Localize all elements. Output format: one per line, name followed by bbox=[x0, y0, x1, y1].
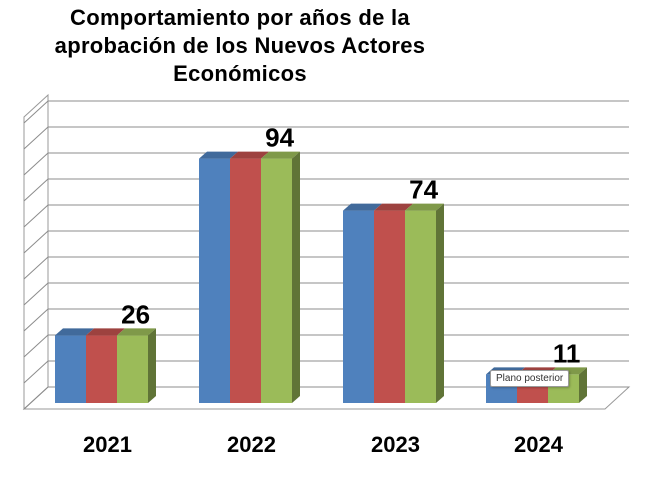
gridline bbox=[23, 256, 629, 280]
bar-front bbox=[230, 158, 261, 403]
bar-top bbox=[405, 203, 444, 211]
chart-title: Comportamiento por años de la aprobación… bbox=[54, 5, 426, 86]
bar-top bbox=[230, 151, 269, 159]
gridline bbox=[23, 126, 629, 150]
bar-front bbox=[261, 158, 292, 403]
data-label: 11 bbox=[553, 338, 581, 368]
bar bbox=[261, 151, 300, 403]
bar bbox=[343, 203, 382, 403]
bar-front bbox=[86, 335, 117, 403]
category-label: 2024 bbox=[514, 432, 564, 457]
bar bbox=[199, 151, 238, 403]
chart-side-wall bbox=[23, 93, 49, 411]
bar-top bbox=[86, 328, 125, 336]
gridline bbox=[23, 204, 629, 228]
bar-front bbox=[343, 210, 374, 403]
bar bbox=[230, 151, 269, 403]
bar-top bbox=[55, 328, 94, 336]
bar bbox=[55, 328, 94, 403]
data-label: 26 bbox=[121, 299, 150, 329]
bar-top bbox=[199, 151, 238, 159]
bar bbox=[86, 328, 125, 403]
bar-front bbox=[55, 335, 86, 403]
category-label: 2021 bbox=[83, 432, 132, 457]
bar-side bbox=[148, 328, 156, 403]
bar-side bbox=[436, 203, 444, 403]
bar-side bbox=[579, 367, 587, 403]
data-label: 74 bbox=[409, 175, 438, 205]
gridline bbox=[23, 178, 629, 202]
bar-top bbox=[117, 328, 156, 336]
bar bbox=[374, 203, 413, 403]
gridline bbox=[23, 308, 629, 332]
bar bbox=[405, 203, 444, 403]
bar-top bbox=[374, 203, 413, 211]
gridline bbox=[23, 282, 629, 306]
bar-top bbox=[261, 151, 300, 159]
bar bbox=[117, 328, 156, 403]
gridline bbox=[23, 152, 629, 176]
category-axis-labels: 2021 2022 2023 2024 bbox=[83, 432, 564, 457]
bar-front bbox=[117, 335, 148, 403]
category-label: 2023 bbox=[371, 432, 420, 457]
tooltip: Plano posterior bbox=[490, 370, 570, 387]
bar-front bbox=[374, 210, 405, 403]
gridline bbox=[23, 230, 629, 254]
bar-front bbox=[405, 210, 436, 403]
bars bbox=[55, 151, 587, 403]
bar-side bbox=[292, 151, 300, 403]
category-label: 2022 bbox=[227, 432, 276, 457]
gridline bbox=[23, 100, 629, 124]
data-label: 94 bbox=[265, 123, 294, 153]
bar-top bbox=[343, 203, 382, 211]
data-labels: 26 94 74 11 bbox=[121, 123, 580, 369]
bar-front bbox=[199, 158, 230, 403]
